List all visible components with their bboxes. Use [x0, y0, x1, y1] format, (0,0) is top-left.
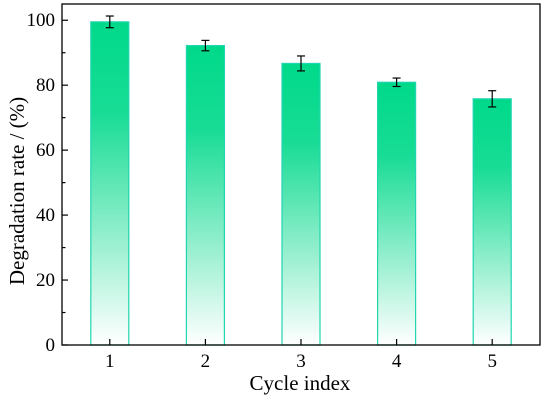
y-tick-label-80: 80 [36, 75, 55, 96]
bar-cycle-2 [185, 44, 225, 346]
y-tick-label-0: 0 [46, 335, 56, 356]
error-bar-cycle-2 [201, 39, 210, 52]
y-tick-label-20: 20 [36, 270, 55, 291]
error-bars-group [105, 15, 497, 108]
error-bar-cycle-4 [392, 77, 401, 88]
error-bar-cycle-5 [488, 90, 497, 108]
error-bar-cycle-3 [297, 55, 305, 72]
axes-group [61, 3, 541, 346]
bar-cycle-1 [90, 21, 130, 346]
y-tick-label-60: 60 [36, 140, 55, 161]
x-tick-label-5: 5 [487, 351, 497, 372]
x-axis-title: Cycle index [250, 371, 351, 395]
bar-cycle-4 [377, 81, 417, 346]
error-bar-cycle-1 [105, 15, 114, 29]
x-tick-label-4: 4 [392, 351, 402, 372]
x-tick-label-1: 1 [105, 351, 115, 372]
bar-cycle-3 [281, 62, 321, 346]
bar-cycle-5 [472, 98, 512, 346]
y-tick-label-40: 40 [36, 205, 55, 226]
y-tick-label-100: 100 [27, 10, 56, 31]
x-tick-label-2: 2 [201, 351, 211, 372]
tick-labels-group: 0 20 40 60 80 100 1 2 3 4 5 [27, 10, 497, 372]
x-tick-label-3: 3 [296, 351, 306, 372]
y-axis-title: Degradation rate / (%) [5, 97, 29, 285]
